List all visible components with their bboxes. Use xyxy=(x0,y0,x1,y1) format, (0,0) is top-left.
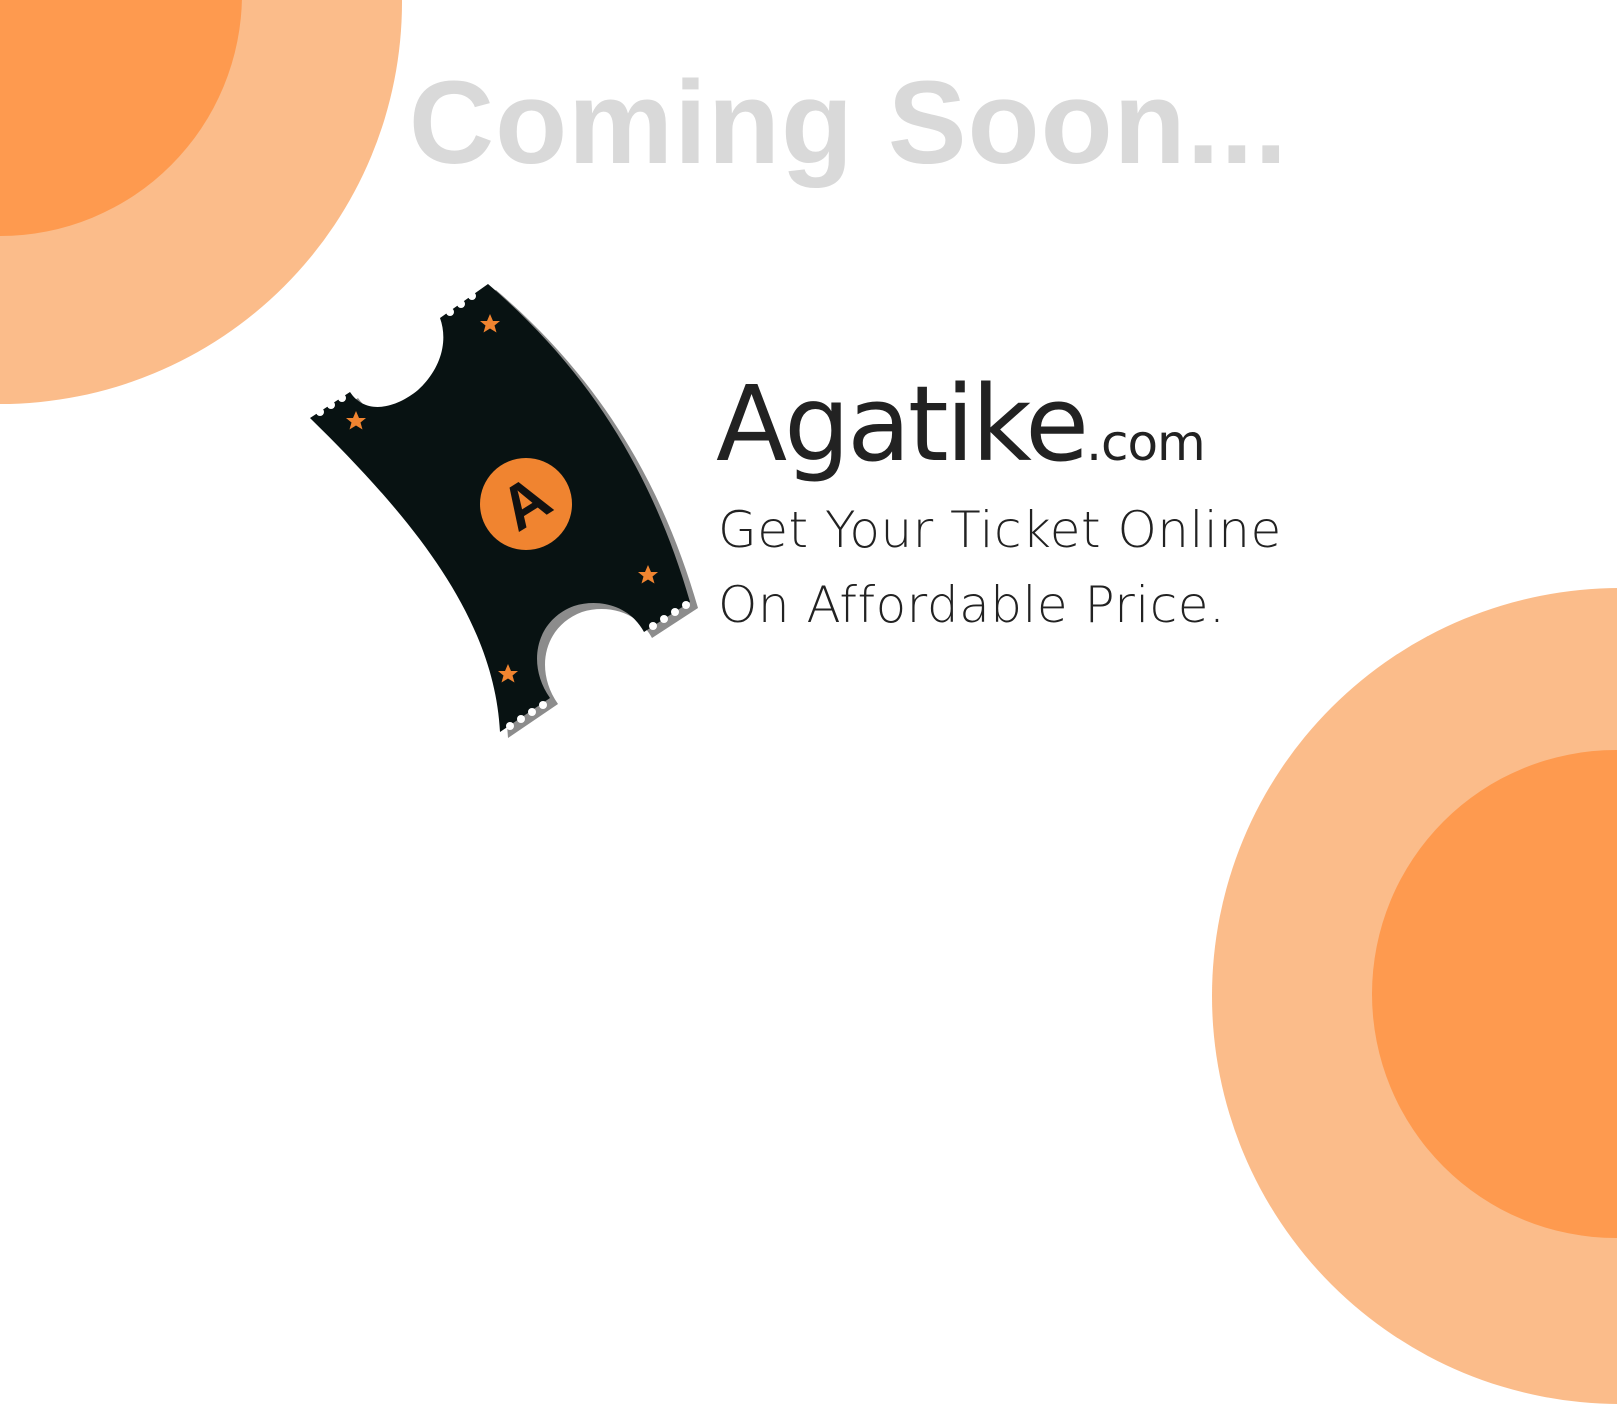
ticket-icon: A xyxy=(310,284,698,738)
brand-name: Agatike xyxy=(716,363,1089,485)
logo-badge: A xyxy=(480,458,572,550)
brand-domain-suffix: .com xyxy=(1086,414,1206,472)
ticket-stars xyxy=(346,314,658,683)
tagline-line-2: On Affordable Price. xyxy=(718,576,1226,634)
coming-soon-heading: Coming Soon... xyxy=(408,57,1289,189)
star-icon xyxy=(480,314,500,333)
star-icon xyxy=(638,565,658,584)
star-icon xyxy=(498,664,518,683)
star-icon xyxy=(346,411,366,430)
tagline-line-1: Get Your Ticket Online xyxy=(718,501,1282,559)
perforation-marks xyxy=(316,292,690,730)
brand-wordmark: Agatike.com xyxy=(716,372,1206,476)
